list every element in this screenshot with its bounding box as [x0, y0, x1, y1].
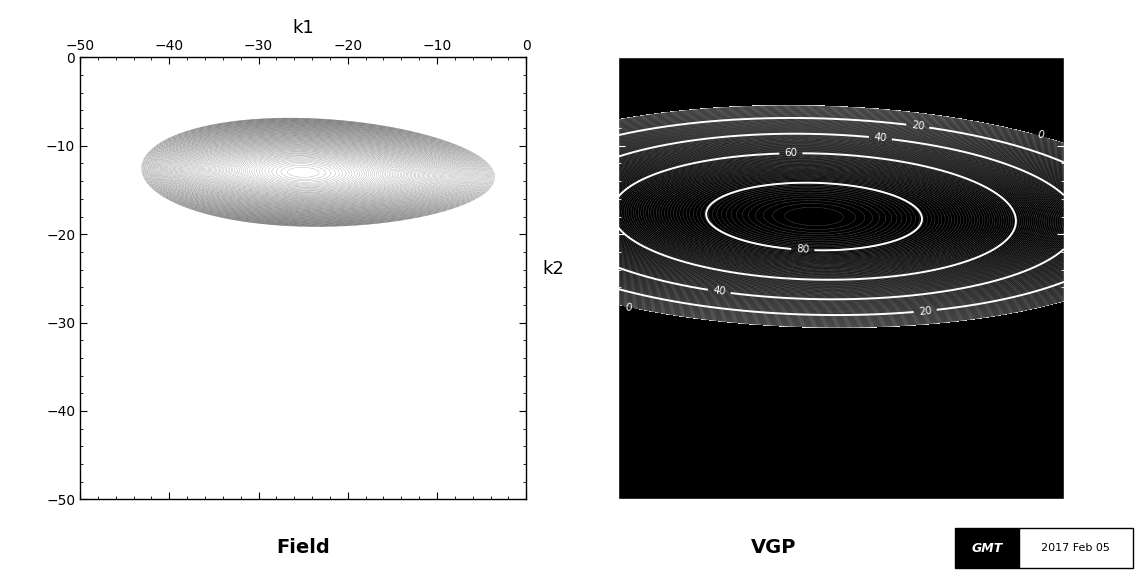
X-axis label: k1: k1 [829, 19, 852, 37]
X-axis label: k1: k1 [292, 19, 315, 37]
Text: 0: 0 [1035, 129, 1044, 141]
Text: GMT: GMT [971, 542, 1003, 554]
Bar [1019, 528, 1133, 568]
Text: 2017 Feb 05: 2017 Feb 05 [1041, 543, 1111, 553]
Y-axis label: k2: k2 [1080, 261, 1102, 278]
Text: 20: 20 [919, 305, 932, 317]
Bar [955, 528, 1019, 568]
Text: VGP: VGP [752, 538, 796, 557]
Text: 20: 20 [911, 120, 924, 132]
Text: 60: 60 [785, 148, 797, 158]
Text: 0: 0 [623, 302, 633, 313]
Text: Field: Field [277, 538, 329, 557]
Y-axis label: k2: k2 [542, 261, 564, 278]
Text: 80: 80 [796, 245, 810, 255]
Text: 40: 40 [873, 133, 888, 144]
Text: 40: 40 [712, 286, 726, 297]
